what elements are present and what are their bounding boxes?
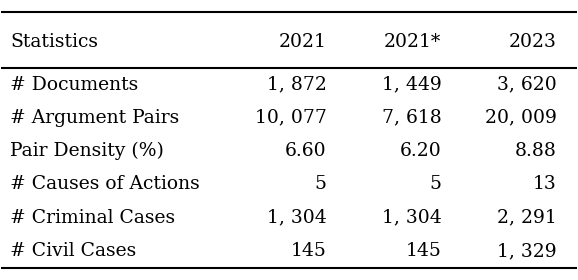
Text: 145: 145 xyxy=(291,242,327,260)
Text: 20, 009: 20, 009 xyxy=(484,109,557,127)
Text: 5: 5 xyxy=(314,175,327,193)
Text: Pair Density (%): Pair Density (%) xyxy=(10,142,164,160)
Text: 8.88: 8.88 xyxy=(514,142,557,160)
Text: # Civil Cases: # Civil Cases xyxy=(10,242,136,260)
Text: # Causes of Actions: # Causes of Actions xyxy=(10,175,200,193)
Text: 1, 304: 1, 304 xyxy=(381,209,442,227)
Text: 2021: 2021 xyxy=(279,32,327,51)
Text: 5: 5 xyxy=(429,175,442,193)
Text: 1, 449: 1, 449 xyxy=(381,76,442,94)
Text: 2, 291: 2, 291 xyxy=(497,209,557,227)
Text: 6.60: 6.60 xyxy=(285,142,327,160)
Text: 6.20: 6.20 xyxy=(399,142,442,160)
Text: 2021*: 2021* xyxy=(384,32,442,51)
Text: # Argument Pairs: # Argument Pairs xyxy=(10,109,179,127)
Text: 1, 329: 1, 329 xyxy=(497,242,557,260)
Text: 1, 304: 1, 304 xyxy=(266,209,327,227)
Text: Statistics: Statistics xyxy=(10,32,98,51)
Text: 7, 618: 7, 618 xyxy=(381,109,442,127)
Text: # Criminal Cases: # Criminal Cases xyxy=(10,209,175,227)
Text: 3, 620: 3, 620 xyxy=(497,76,557,94)
Text: 10, 077: 10, 077 xyxy=(254,109,327,127)
Text: 1, 872: 1, 872 xyxy=(266,76,327,94)
Text: 2023: 2023 xyxy=(509,32,557,51)
Text: 13: 13 xyxy=(533,175,557,193)
Text: # Documents: # Documents xyxy=(10,76,138,94)
Text: 145: 145 xyxy=(406,242,442,260)
